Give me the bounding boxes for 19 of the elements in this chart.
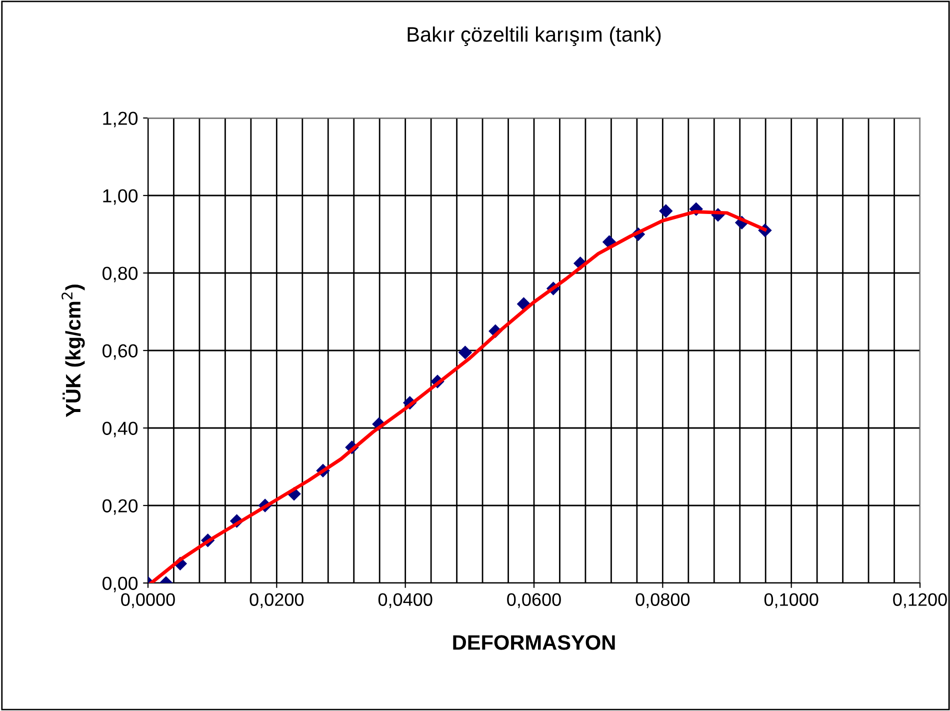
y-tick-label: 0,40 xyxy=(102,422,138,438)
x-tick-label: 0,1200 xyxy=(893,593,947,608)
chart-title: Bakır çözeltili karışım (tank) xyxy=(408,26,661,46)
y-tick-label: 0,20 xyxy=(102,499,138,515)
y-tick-label: 1,20 xyxy=(103,112,138,128)
x-tick-label: 0,0600 xyxy=(507,593,561,608)
point xyxy=(659,204,672,218)
x-axis-title: DEFORMASYON xyxy=(453,635,615,650)
x-tick-label: 0,0800 xyxy=(636,593,690,608)
point xyxy=(458,346,472,360)
x-tick-label: 0,0400 xyxy=(378,593,432,608)
y-tick-label: 1,00 xyxy=(103,189,138,205)
y-tick-label: 0,60 xyxy=(102,344,138,360)
y-tick-label: 0,00 xyxy=(102,576,138,592)
y-tick-label: 0,80 xyxy=(102,266,138,282)
x-tick-label: 0,0200 xyxy=(250,593,304,608)
y-axis-title: YÜK (kg/cm$^{2}$) xyxy=(62,284,85,418)
x-tick-label: 0,0000 xyxy=(121,593,175,608)
x-tick-label: 0,1000 xyxy=(764,593,818,608)
